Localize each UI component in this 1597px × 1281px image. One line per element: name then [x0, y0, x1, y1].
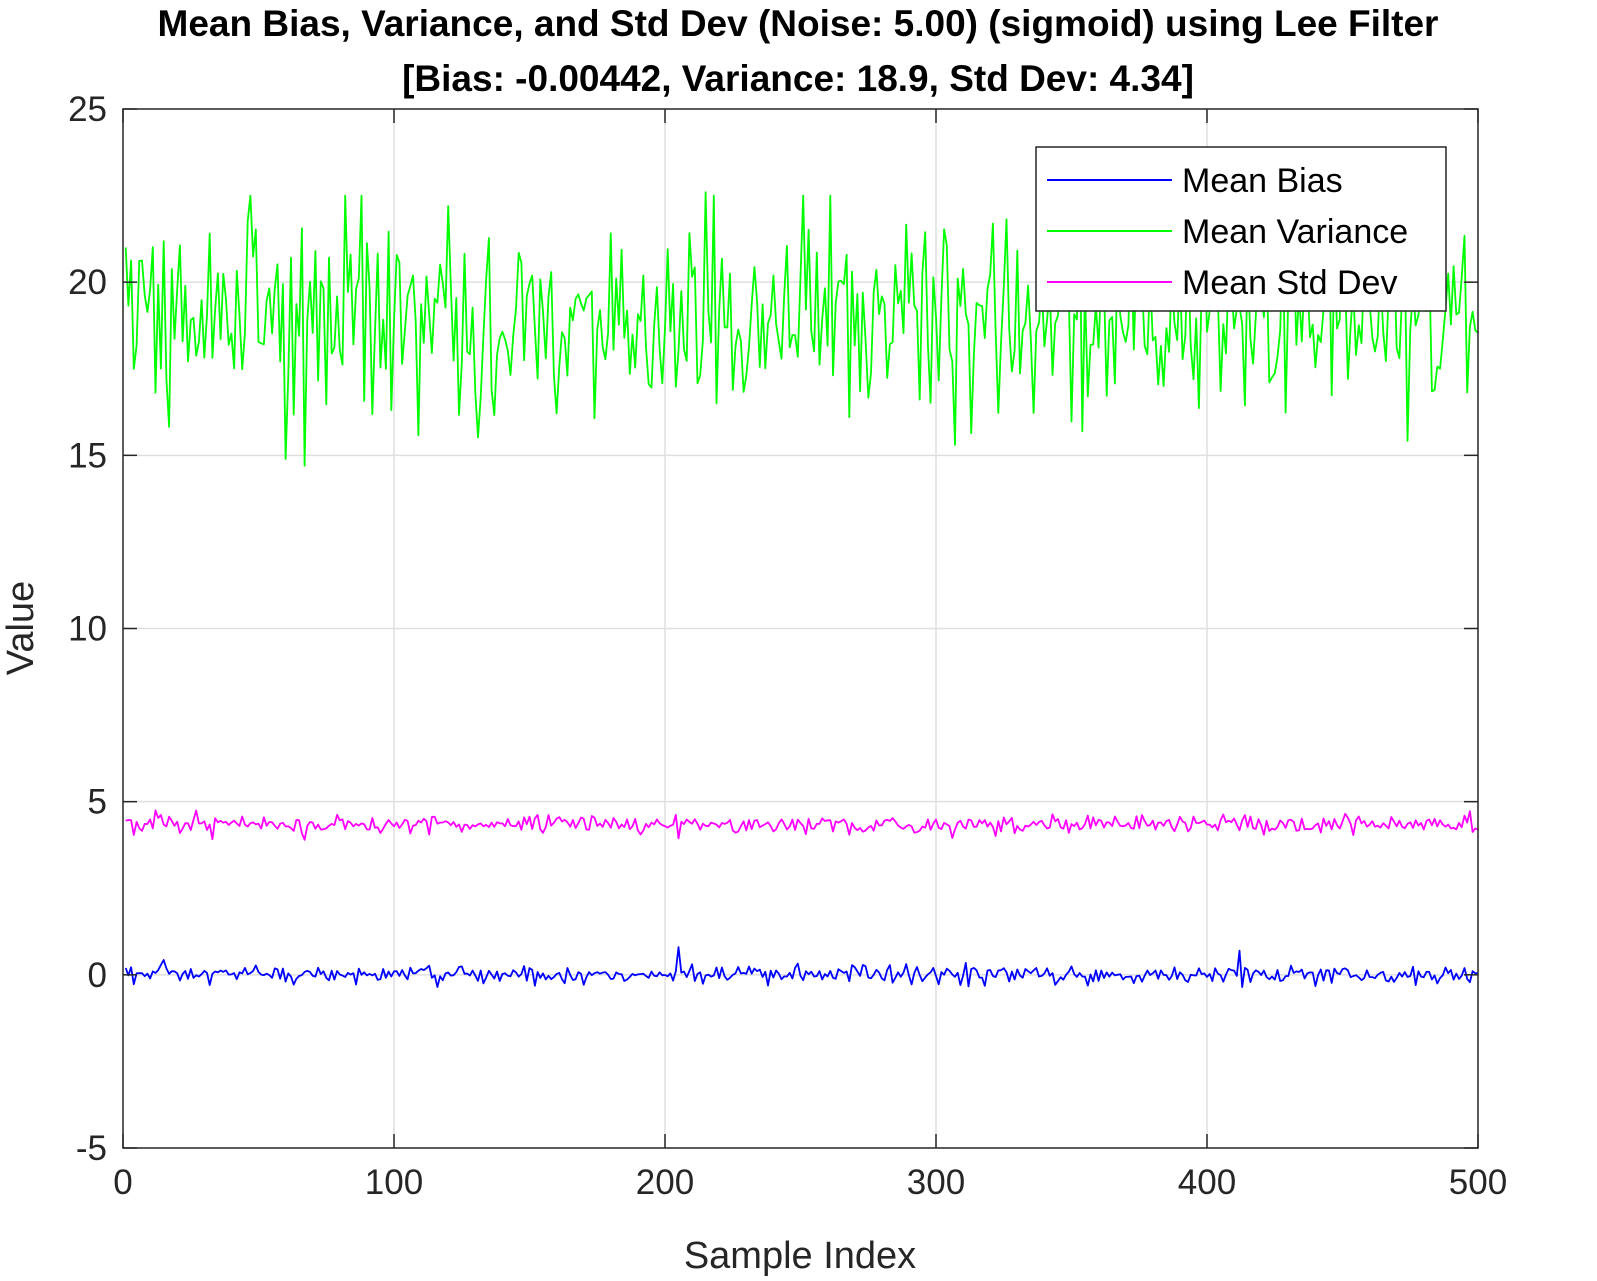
chart-subtitle: [Bias: -0.00442, Variance: 18.9, Std Dev…	[402, 58, 1194, 99]
x-tick-label: 100	[365, 1163, 423, 1202]
x-tick-label: 200	[636, 1163, 694, 1202]
y-tick-label: -5	[76, 1129, 107, 1168]
series-line-mean-bias	[124, 946, 1479, 988]
series-lines	[124, 191, 1479, 988]
y-tick-label: 0	[88, 956, 107, 995]
legend: Mean Bias Mean Variance Mean Std Dev	[1035, 146, 1447, 312]
series-line-mean-std-dev	[125, 809, 1479, 841]
x-tick-label: 500	[1449, 1163, 1507, 1202]
y-tick-label: 5	[88, 783, 107, 822]
y-tick-label: 15	[68, 436, 107, 475]
x-tick-label: 300	[907, 1163, 965, 1202]
legend-box	[1035, 146, 1447, 312]
series-line-mean-variance	[124, 191, 1479, 467]
chart-title: Mean Bias, Variance, and Std Dev (Noise:…	[158, 3, 1439, 44]
x-tick-label: 0	[113, 1163, 132, 1202]
x-axis-label: Sample Index	[684, 1235, 916, 1277]
legend-label-mean-bias: Mean Bias	[1182, 162, 1343, 200]
y-axis-label: Value	[0, 581, 42, 675]
x-tick-label: 400	[1178, 1163, 1236, 1202]
legend-label-mean-std-dev: Mean Std Dev	[1182, 264, 1397, 302]
y-tick-label: 10	[68, 610, 107, 649]
legend-label-mean-variance: Mean Variance	[1182, 213, 1408, 251]
y-tick-label: 25	[68, 90, 107, 129]
y-tick-label: 20	[68, 263, 107, 302]
